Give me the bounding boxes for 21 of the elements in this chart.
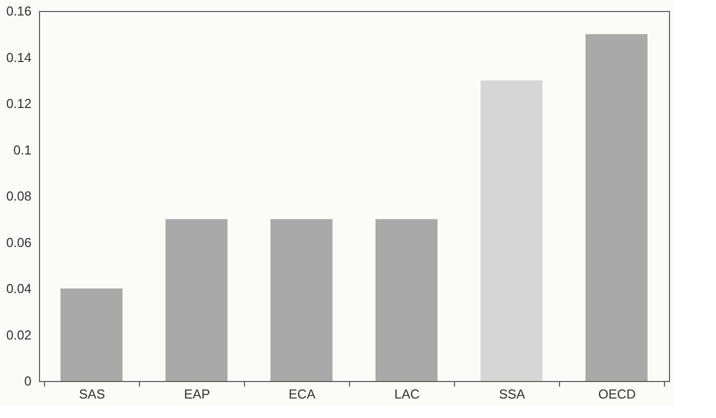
x-tick-label: SAS xyxy=(78,386,106,402)
bar xyxy=(480,80,542,381)
y-tick-label: 0.1 xyxy=(13,142,32,158)
bar xyxy=(60,288,122,381)
x-tick-label: OECD xyxy=(598,386,636,402)
bar xyxy=(270,219,332,381)
y-tick-label: 0.16 xyxy=(6,4,32,18)
x-tick-label: SSA xyxy=(498,386,526,402)
y-tick-label: 0.14 xyxy=(6,50,32,65)
y-tick-label: 0.12 xyxy=(6,96,32,111)
x-tick-label: LAC xyxy=(394,386,420,402)
x-tick-label: ECA xyxy=(288,386,316,402)
y-tick-label: 0.04 xyxy=(6,281,32,296)
bar xyxy=(376,219,438,381)
y-tick-label: 0.02 xyxy=(6,327,32,342)
y-tick-label: 0 xyxy=(24,374,32,388)
y-tick-label: 0.08 xyxy=(6,188,32,204)
x-tick-label: EAP xyxy=(184,386,210,402)
bar xyxy=(586,34,648,381)
y-tick-label: 0.06 xyxy=(6,234,32,250)
bar xyxy=(166,219,228,381)
